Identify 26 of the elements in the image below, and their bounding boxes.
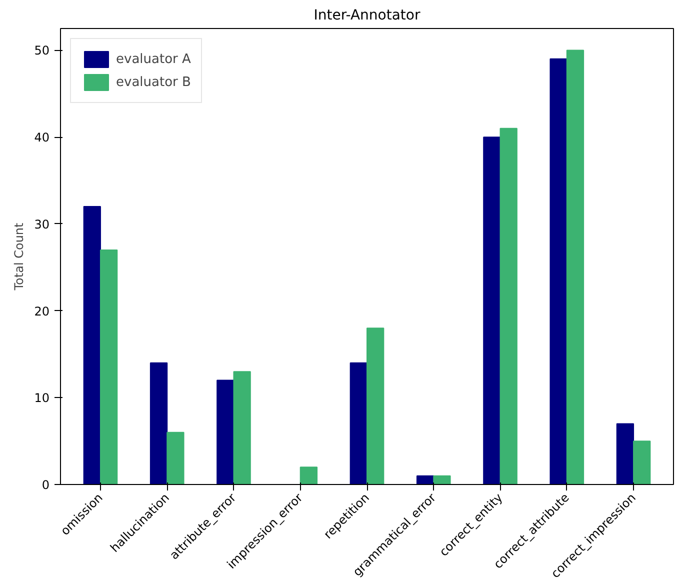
y-tick-label: 20 xyxy=(34,304,50,318)
bar xyxy=(100,249,118,484)
legend-label: evaluator B xyxy=(116,74,191,90)
chart-title: Inter-Annotator xyxy=(314,8,420,24)
bar xyxy=(550,58,568,484)
y-tick-label: 0 xyxy=(42,478,50,492)
bar xyxy=(300,466,318,484)
bar xyxy=(166,432,184,484)
y-tick-label: 10 xyxy=(34,391,50,406)
legend-label: evaluator A xyxy=(116,52,191,66)
bar xyxy=(150,362,168,484)
bar xyxy=(616,423,634,484)
bar xyxy=(83,206,101,484)
y-tick-label: 40 xyxy=(34,130,50,145)
bar xyxy=(216,380,234,484)
bar xyxy=(366,328,384,484)
bar xyxy=(566,50,584,484)
bar xyxy=(483,136,501,484)
bar xyxy=(350,362,368,484)
y-tick-label: 50 xyxy=(34,44,50,58)
y-axis-title: Total Count xyxy=(12,222,26,292)
y-tick-label: 30 xyxy=(34,217,50,232)
bar xyxy=(633,440,651,484)
bar xyxy=(433,475,451,484)
bar xyxy=(233,371,251,484)
bar xyxy=(500,128,518,484)
